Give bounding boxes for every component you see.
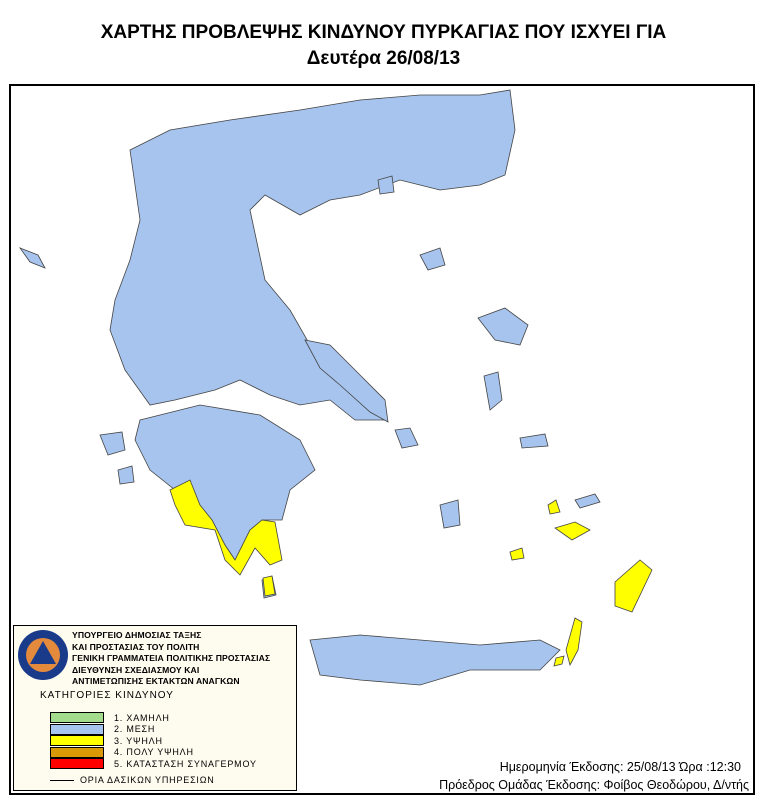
civil-protection-logo <box>18 630 68 680</box>
legend-item-medium: 2. ΜΕΣΗ <box>50 723 257 736</box>
legend-label: 3. ΥΨΗΛΗ <box>114 735 163 746</box>
legend-item-high: 3. ΥΨΗΛΗ <box>50 735 257 747</box>
region-peloponnese[interactable] <box>134 404 316 561</box>
swatch <box>50 723 104 735</box>
legend: ΥΠΟΥΡΓΕΙΟ ΔΗΜΟΣΙΑΣ ΤΑΞΗΣ ΚΑΙ ΠΡΟΣΤΑΣΙΑΣ … <box>13 625 297 791</box>
region-thasos[interactable] <box>377 175 395 195</box>
region-kythira-yellow[interactable] <box>262 575 276 597</box>
region-zakynthos[interactable] <box>117 465 135 485</box>
region-chios[interactable] <box>483 371 503 411</box>
region-lesvos[interactable] <box>477 307 529 346</box>
issue-date: Ημερομηνία Έκδοσης: 25/08/13 Ώρα :12:30 <box>499 760 741 774</box>
region-yellow-island[interactable] <box>554 521 591 541</box>
organization-name: ΥΠΟΥΡΓΕΙΟ ΔΗΜΟΣΙΑΣ ΤΑΞΗΣ ΚΑΙ ΠΡΟΣΤΑΣΙΑΣ … <box>72 630 270 688</box>
region-limnos[interactable] <box>419 247 446 271</box>
region-naxos[interactable] <box>439 499 461 529</box>
region-samos[interactable] <box>519 433 549 449</box>
org-line: ΥΠΟΥΡΓΕΙΟ ΔΗΜΟΣΙΑΣ ΤΑΞΗΣ <box>72 630 202 640</box>
region-kefalonia[interactable] <box>99 431 126 456</box>
region-mainland[interactable] <box>109 89 516 421</box>
region-corfu[interactable] <box>18 247 46 269</box>
map-frame <box>9 84 755 795</box>
legend-item-very-high: 4. ΠΟΛΥ ΥΨΗΛΗ <box>50 746 257 759</box>
region-kos[interactable] <box>574 493 601 509</box>
region-evia[interactable] <box>304 339 389 423</box>
map-title: ΧΑΡΤΗΣ ΠΡΟΒΛΕΨΗΣ ΚΙΝΔΥΝΟΥ ΠΥΡΚΑΓΙΑΣ ΠΟΥ … <box>100 22 667 43</box>
region-yellow-islet-2[interactable] <box>547 499 561 515</box>
legend-boundary: ΟΡΙΑ ΔΑΣΙΚΩΝ ΥΠΗΡΕΣΙΩΝ <box>50 775 215 785</box>
region-rhodes[interactable] <box>614 559 653 613</box>
org-line: ΑΝΤΙΜΕΤΩΠΙΣΗΣ ΕΚΤΑΚΤΩΝ ΑΝΑΓΚΩΝ <box>72 676 240 686</box>
legend-label: 1. ΧΑΜΗΛΗ <box>114 712 170 723</box>
region-andros[interactable] <box>394 427 419 449</box>
swatch <box>50 758 104 770</box>
region-crete[interactable] <box>309 634 561 686</box>
region-karpathos[interactable] <box>565 617 583 667</box>
issue-author: Πρόεδρος Ομάδας Έκδοσης: Φοίβος Θεοδώρου… <box>439 778 749 792</box>
region-kasos[interactable] <box>553 655 565 667</box>
org-line: ΔΙΕΥΘΥΝΣΗ ΣΧΕΔΙΑΣΜΟΥ ΚΑΙ <box>72 664 200 675</box>
legend-item-low: 1. ΧΑΜΗΛΗ <box>50 712 257 724</box>
legend-label: 2. ΜΕΣΗ <box>114 724 156 735</box>
categories-title: ΚΑΤΗΓΟΡΙΕΣ ΚΙΝΔΥΝΟΥ <box>40 690 174 701</box>
org-line: ΚΑΙ ΠΡΟΣΤΑΣΙΑΣ ΤΟΥ ΠΟΛΙΤΗ <box>72 641 200 652</box>
legend-item-alert: 5. ΚΑΤΑΣΤΑΣΗ ΣΥΝΑΓΕΡΜΟΥ <box>50 758 257 770</box>
swatch <box>50 735 104 747</box>
swatch <box>50 712 104 724</box>
region-yellow-islet[interactable] <box>509 547 525 561</box>
org-line: ΓΕΝΙΚΗ ΓΡΑΜΜΑΤΕΙΑ ΠΟΛΙΤΙΚΗΣ ΠΡΟΣΤΑΣΙΑΣ <box>72 653 271 663</box>
swatch <box>50 746 104 758</box>
legend-label: 5. ΚΑΤΑΣΤΑΣΗ ΣΥΝΑΓΕΡΜΟΥ <box>114 758 257 769</box>
region-southwest-peloponnese[interactable] <box>169 479 283 576</box>
boundary-label: ΟΡΙΑ ΔΑΣΙΚΩΝ ΥΠΗΡΕΣΙΩΝ <box>80 775 215 785</box>
boundary-line-symbol <box>50 779 74 781</box>
map-date: Δευτέρα 26/08/13 <box>306 48 461 69</box>
legend-label: 4. ΠΟΛΥ ΥΨΗΛΗ <box>114 747 194 758</box>
